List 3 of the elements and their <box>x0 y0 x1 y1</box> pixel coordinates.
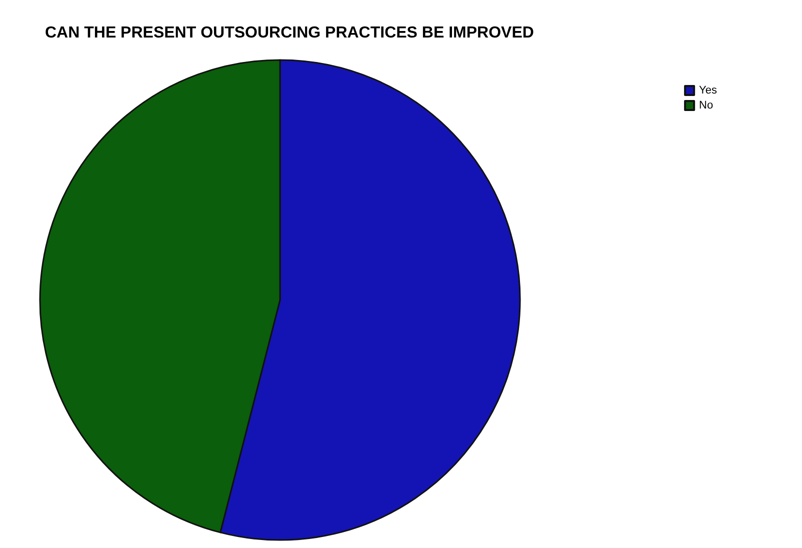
legend-label: No <box>699 100 714 112</box>
chart-title: CAN THE PRESENT OUTSOURCING PRACTICES BE IMPROVED <box>45 24 534 42</box>
legend-label: Yes <box>699 84 718 96</box>
